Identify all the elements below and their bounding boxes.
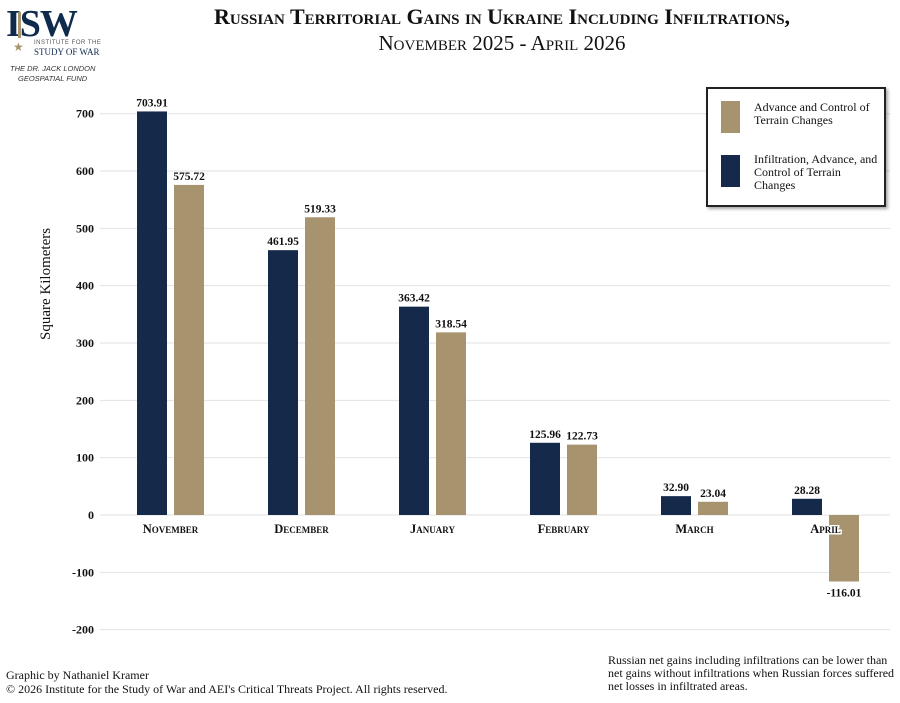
y-tick-label: 300 (76, 336, 94, 350)
y-tick-label: 600 (76, 164, 94, 178)
fund-name-line2: GEOSPATIAL FUND (18, 74, 88, 83)
bar-infiltration (661, 496, 691, 515)
legend-swatch-infiltration (721, 155, 740, 187)
data-label: 363.42 (398, 293, 430, 305)
x-tick-label: January (410, 522, 455, 536)
logo-star-icon: ★ (13, 40, 24, 54)
chart-title: Russian Territorial Gains in Ukraine Inc… (213, 4, 791, 29)
bar-advance (829, 515, 859, 582)
fund-name-line1: THE DR. JACK LONDON (10, 64, 96, 73)
x-tick-label: April (810, 522, 841, 536)
data-label: -116.01 (827, 588, 862, 600)
data-label: 122.73 (566, 431, 598, 443)
data-label: 23.04 (700, 488, 726, 500)
y-tick-label: 100 (76, 451, 94, 465)
footnote: Russian net gains including infiltration… (608, 653, 895, 693)
legend-label-infiltration: Infiltration, Advance, and Control of Te… (754, 152, 878, 192)
y-tick-label: -200 (72, 623, 94, 637)
logo-wordmark: ISW (6, 3, 78, 45)
y-tick-label: 500 (76, 221, 94, 235)
y-tick-label: -100 (72, 565, 94, 579)
logo-subtitle-bottom: STUDY OF WAR (34, 47, 100, 57)
y-tick-label: 200 (76, 393, 94, 407)
y-tick-label: 400 (76, 279, 94, 293)
bar-infiltration (399, 306, 429, 515)
data-label: 575.72 (173, 171, 205, 183)
logo-subtitle-top: INSTITUTE FOR THE (34, 40, 102, 46)
bar-advance (305, 217, 335, 515)
bar-advance (567, 444, 597, 515)
x-tick-label: December (274, 522, 329, 536)
data-label: 461.95 (267, 236, 299, 248)
graphic-credit: Graphic by Nathaniel Kramer (6, 668, 149, 682)
data-label: 28.28 (794, 485, 820, 497)
x-tick-label: November (143, 522, 199, 536)
bar-infiltration (792, 498, 822, 515)
isw-logo: ISW ★ INSTITUTE FOR THE STUDY OF WAR THE… (4, 3, 114, 84)
data-label: 125.96 (529, 429, 561, 441)
chart-subtitle: November 2025 - April 2026 (378, 31, 626, 55)
legend-swatch-advance (721, 101, 740, 133)
copyright-notice: © 2026 Institute for the Study of War an… (6, 682, 448, 696)
bar-advance (698, 501, 728, 515)
y-tick-label: 700 (76, 107, 94, 121)
bar-infiltration (530, 442, 560, 515)
data-label: 703.91 (136, 97, 168, 109)
bar-infiltration (137, 111, 167, 515)
x-tick-label: February (538, 522, 590, 536)
logo-sword-icon (18, 12, 21, 38)
data-label: 32.90 (663, 482, 689, 494)
data-label: 519.33 (304, 203, 336, 215)
bar-advance (436, 332, 466, 515)
legend: Advance and Control of Terrain Changes I… (706, 87, 886, 207)
bar-advance (174, 184, 204, 515)
data-label: 318.54 (435, 318, 467, 330)
legend-label-advance: Advance and Control of Terrain Changes (754, 100, 870, 127)
y-tick-label: 0 (88, 508, 94, 522)
bar-infiltration (268, 250, 298, 515)
x-tick-label: March (675, 522, 713, 536)
